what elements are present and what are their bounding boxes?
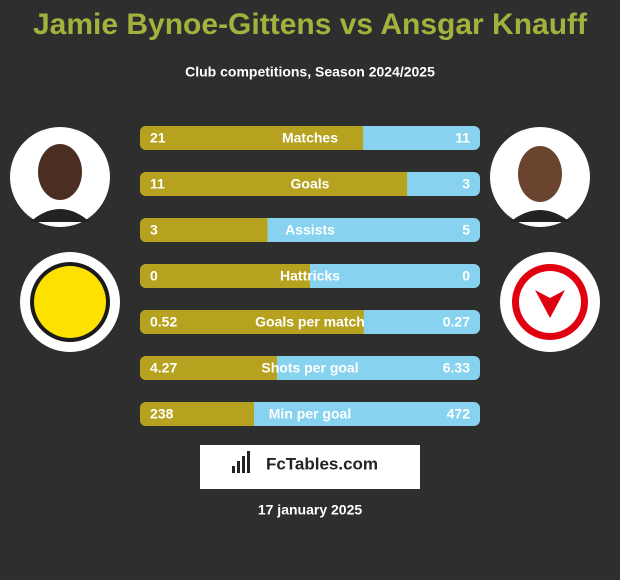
stat-label: Goals [291, 176, 330, 192]
left-value: 21 [150, 130, 166, 146]
subtitle: Club competitions, Season 2024/2025 [185, 64, 435, 80]
left-value: 0.52 [150, 314, 177, 330]
right-club-crest [500, 252, 600, 352]
left-value: 11 [150, 176, 165, 192]
right-value: 5 [462, 222, 470, 238]
left-bar [140, 356, 277, 380]
logo-text: FcTables.com [266, 454, 378, 473]
right-player-photo [490, 127, 590, 227]
stat-label: Goals per match [255, 314, 365, 330]
title: Jamie Bynoe-Gittens vs Ansgar Knauff [33, 8, 588, 41]
logo-box [200, 445, 420, 489]
left-value: 4.27 [150, 360, 177, 376]
right-value: 3 [462, 176, 470, 192]
left-club-crest [20, 252, 120, 352]
left-player-photo [10, 127, 110, 227]
left-bar [140, 172, 408, 196]
logo-icon [232, 451, 250, 473]
left-value: 238 [150, 406, 174, 422]
stat-label: Assists [285, 222, 335, 238]
left-bar [140, 402, 254, 426]
right-value: 11 [455, 130, 470, 146]
right-value: 472 [447, 406, 471, 422]
left-bar [140, 218, 268, 242]
left-bar [140, 310, 364, 334]
stat-label: Min per goal [269, 406, 351, 422]
date: 17 january 2025 [258, 502, 363, 518]
left-bar [140, 264, 310, 288]
left-value: 0 [150, 268, 158, 284]
right-value: 0.27 [443, 314, 470, 330]
stat-label: Shots per goal [261, 360, 358, 376]
right-value: 6.33 [443, 360, 470, 376]
right-value: 0 [462, 268, 470, 284]
left-value: 3 [150, 222, 158, 238]
stat-label: Hattricks [280, 268, 340, 284]
left-bar [140, 126, 364, 150]
stat-label: Matches [282, 130, 338, 146]
